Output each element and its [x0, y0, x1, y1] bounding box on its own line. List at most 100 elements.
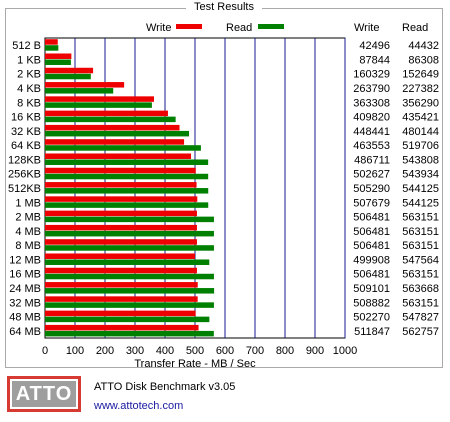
category-label: 16 KB: [11, 112, 41, 124]
write-value: 87844: [359, 54, 390, 66]
read-bar: [45, 230, 214, 237]
write-bar: [45, 182, 197, 188]
table-header-write: Write: [354, 22, 379, 34]
read-bar: [45, 302, 214, 308]
category-label: 2 KB: [17, 69, 41, 81]
write-value: 506481: [353, 269, 390, 281]
write-bar: [45, 239, 197, 245]
write-value: 486711: [354, 154, 390, 166]
product-name: ATTO Disk Benchmark v3.05: [94, 381, 236, 393]
read-bar: [45, 316, 210, 323]
category-label: 32 MB: [9, 297, 41, 309]
read-value: 547564: [402, 254, 439, 266]
x-tick-label: 300: [126, 345, 144, 357]
write-bar: [45, 224, 197, 231]
category-label: 1 KB: [17, 54, 41, 66]
write-bar: [45, 253, 195, 259]
read-value: 562757: [402, 326, 439, 338]
read-value: 563151: [402, 226, 439, 238]
x-tick-label: 1000: [333, 345, 357, 357]
read-value: 563151: [402, 240, 439, 252]
write-value: 42496: [359, 40, 390, 52]
read-value: 563151: [402, 297, 439, 309]
write-bar: [45, 196, 198, 202]
read-value: 563668: [402, 283, 439, 295]
category-label: 512 B: [12, 40, 41, 52]
legend-read-swatch: [258, 24, 284, 29]
write-bar: [45, 210, 197, 217]
read-value: 356290: [402, 97, 439, 109]
read-value: 547827: [402, 312, 439, 324]
category-label: 16 MB: [9, 269, 41, 281]
write-value: 511847: [354, 326, 390, 338]
write-value: 507679: [353, 197, 390, 209]
benchmark-chart: 512 B 1 KB 2 KB 4 KB 8 KB 16 KB 32 KB 64 KB 128K…: [8, 22, 439, 370]
x-tick-label: 900: [306, 345, 324, 357]
write-bar: [45, 153, 192, 159]
read-bar: [45, 330, 214, 337]
write-value: 502270: [353, 312, 390, 324]
read-value: 480144: [402, 126, 439, 138]
category-label: 8 KB: [17, 97, 41, 109]
x-tick-label: 200: [96, 345, 114, 357]
read-value: 543934: [402, 169, 439, 181]
atto-logo: ATTO: [7, 376, 81, 412]
category-label: 1 MB: [15, 197, 41, 209]
write-value: 463553: [353, 140, 390, 152]
read-bar: [45, 88, 114, 94]
write-value: 409820: [353, 112, 390, 124]
read-bar: [45, 45, 59, 51]
category-label: 4 MB: [15, 226, 41, 238]
read-bar: [45, 245, 214, 251]
website-link[interactable]: www.attotech.com: [94, 400, 184, 412]
write-bar: [45, 282, 198, 288]
read-bar: [45, 216, 214, 223]
read-value: 86308: [408, 54, 439, 66]
read-value: 563151: [402, 269, 439, 281]
read-bar: [45, 159, 209, 165]
read-value: 227382: [402, 83, 439, 95]
read-value: 543808: [402, 154, 439, 166]
read-bar: [45, 59, 71, 65]
write-bar: [45, 39, 58, 45]
write-value: 506481: [353, 240, 390, 252]
category-label: 12 MB: [9, 254, 41, 266]
category-label: 128KB: [8, 154, 41, 166]
x-tick-label: 100: [66, 345, 84, 357]
write-bar: [45, 139, 185, 145]
write-bar: [45, 124, 180, 131]
x-tick-label: 700: [246, 345, 264, 357]
write-bar: [45, 324, 199, 331]
write-value: 448441: [353, 126, 390, 138]
write-value: 508882: [353, 297, 390, 309]
read-value: 544125: [402, 183, 439, 195]
read-value: 435421: [402, 112, 439, 124]
write-value: 363308: [353, 97, 390, 109]
frame-title: Test Results: [186, 0, 262, 14]
read-bar: [45, 173, 209, 180]
read-bar: [45, 259, 210, 265]
legend-write-swatch: [176, 24, 202, 29]
write-bar: [45, 267, 197, 274]
x-tick-label: 400: [156, 345, 174, 357]
read-bar: [45, 73, 91, 80]
read-bar: [45, 102, 152, 108]
read-value: 44432: [408, 40, 439, 52]
x-tick-label: 500: [186, 345, 204, 357]
table-header-read: Read: [402, 22, 428, 34]
write-value: 506481: [353, 226, 390, 238]
category-label: 4 KB: [17, 83, 41, 95]
write-bar: [45, 296, 198, 302]
write-value: 509101: [353, 283, 390, 295]
category-label: 24 MB: [9, 283, 41, 295]
category-label: 64 KB: [11, 140, 41, 152]
x-tick-label: 0: [42, 345, 48, 357]
category-label: 256KB: [8, 169, 41, 181]
category-label: 64 MB: [9, 326, 41, 338]
legend-write-label: Write: [146, 22, 171, 34]
category-label: 512KB: [8, 183, 41, 195]
write-value: 506481: [353, 212, 390, 224]
read-bar: [45, 116, 176, 123]
write-value: 160329: [353, 69, 390, 81]
atto-logo-text: ATTO: [10, 379, 78, 409]
